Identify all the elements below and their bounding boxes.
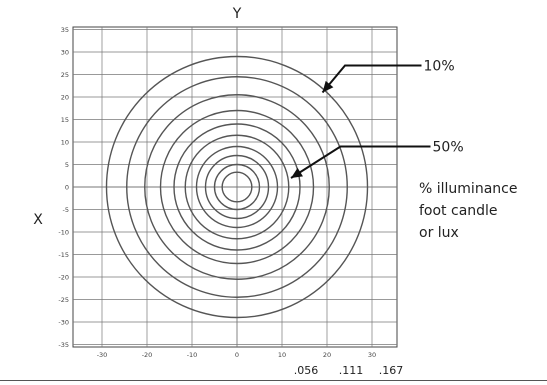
x-tick-label: 20 [323, 351, 331, 359]
y-tick-label: 0 [65, 184, 69, 192]
scale-value-3: .167 [379, 364, 404, 377]
y-axis-title: Y [232, 6, 242, 22]
y-tick-label: -35 [58, 341, 69, 349]
x-axis-title: X [33, 212, 43, 228]
y-tick-label: 35 [61, 26, 69, 34]
illuminance-scale: .056 .111 .167 [294, 364, 404, 377]
y-tick-labels: 35 30 25 20 15 10 5 0 -5 -10 -15 -20 -25 -30 -35 [58, 26, 69, 349]
contour-lines [105, 55, 369, 319]
callout-arrowhead [291, 167, 303, 178]
x-tick-label: 0 [235, 351, 239, 359]
contour-line [195, 145, 279, 229]
callout-leader [321, 64, 422, 94]
illuminance-note: % illuminance foot candle or lux [419, 181, 517, 241]
contour-line [221, 171, 253, 203]
note-line-1: % illuminance [419, 181, 517, 197]
contour-line [184, 134, 290, 240]
y-tick-label: -10 [58, 229, 69, 237]
callout-arrowhead [322, 80, 334, 93]
y-tick-label: -15 [58, 251, 69, 259]
contour-line [126, 76, 348, 298]
x-tick-label: 30 [368, 351, 376, 359]
y-tick-label: 5 [65, 161, 69, 169]
y-tick-label: 20 [61, 94, 69, 102]
callout-label: 50% [433, 140, 464, 156]
y-tick-label: -25 [58, 296, 69, 304]
scale-value-2: .111 [339, 364, 364, 377]
contour-line [213, 163, 261, 211]
callout-leader [290, 145, 431, 179]
contour-line [159, 109, 315, 265]
scale-value-1: .056 [294, 364, 319, 377]
y-tick-label: 25 [61, 71, 69, 79]
x-tick-labels: -30 -20 -10 0 10 20 30 [97, 351, 376, 359]
note-line-2: foot candle [419, 203, 498, 219]
callout-label: 10% [424, 59, 455, 75]
x-tick-label: 10 [278, 351, 286, 359]
y-tick-label: -5 [63, 206, 69, 214]
baseline-rule [0, 380, 547, 381]
y-tick-label: 15 [61, 116, 69, 124]
contour-line [144, 94, 330, 280]
contour-line [105, 55, 369, 319]
x-tick-label: -10 [187, 351, 198, 359]
x-tick-label: -30 [97, 351, 108, 359]
callouts: 10% 50% [290, 59, 464, 179]
y-tick-label: -30 [58, 319, 69, 327]
y-tick-label: -20 [58, 274, 69, 282]
grid [73, 27, 397, 347]
y-tick-label: 30 [61, 49, 69, 57]
note-line-3: or lux [419, 225, 459, 241]
contour-line [204, 154, 270, 220]
x-tick-label: -20 [142, 351, 153, 359]
y-tick-label: 10 [61, 139, 69, 147]
contour-line [173, 123, 301, 251]
